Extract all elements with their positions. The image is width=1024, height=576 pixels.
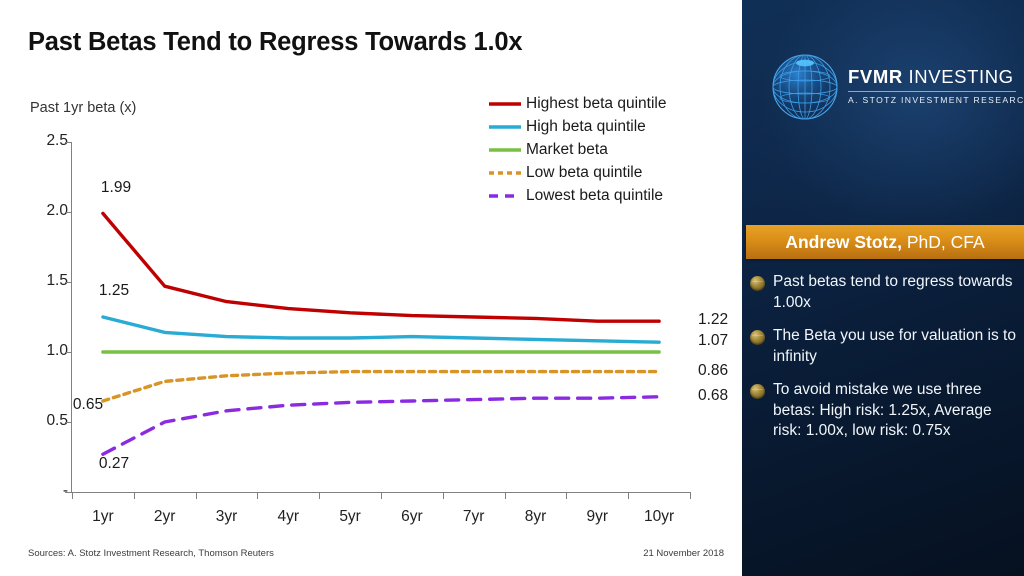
bullet-item: Past betas tend to regress towards 1.00x xyxy=(750,272,1018,313)
legend-label-4: Lowest beta quintile xyxy=(526,186,664,204)
legend-swatch-4 xyxy=(488,189,522,203)
y-axis-line xyxy=(71,142,72,493)
presenter-name-bar: Andrew Stotz, PhD, CFA xyxy=(746,225,1024,259)
brand-divider xyxy=(848,91,1016,92)
series-end-label-0: 1.22 xyxy=(698,311,729,329)
presenter-name-bold: Andrew Stotz, xyxy=(785,231,902,252)
legend-item-1[interactable]: High beta quintile xyxy=(488,115,738,138)
x-tick-label: 9yr xyxy=(586,508,609,525)
x-tick-mark xyxy=(566,492,568,499)
x-tick-mark xyxy=(690,492,691,499)
series-start-label-0: 1.99 xyxy=(100,179,132,197)
series-start-label-3: 0.65 xyxy=(72,396,104,413)
legend-item-3[interactable]: Low beta quintile xyxy=(488,161,738,184)
y-tick-label: - xyxy=(62,482,68,499)
x-tick-label: 1yr xyxy=(92,508,114,525)
legend-label-3: Low beta quintile xyxy=(526,163,643,181)
series-start-label-4: 0.27 xyxy=(98,455,130,473)
globe-wireframe-icon xyxy=(772,54,838,120)
sidebar: FVMR INVESTING A. STOTZ INVESTMENT RESEA… xyxy=(742,0,1024,576)
bullet-list: Past betas tend to regress towards 1.00x… xyxy=(750,272,1018,455)
legend-label-0: Highest beta quintile xyxy=(526,94,667,112)
series-end-label-3: 0.86 xyxy=(698,361,729,379)
legend-item-0[interactable]: Highest beta quintile xyxy=(488,92,738,115)
presenter-name-light: PhD, CFA xyxy=(902,231,985,252)
series-line-3 xyxy=(101,369,661,403)
x-tick-mark xyxy=(381,492,382,499)
brand-text: FVMR INVESTING A. STOTZ INVESTMENT RESEA… xyxy=(848,66,1024,105)
x-tick-label: 4yr xyxy=(277,508,300,525)
y-tick-label: 1.5 xyxy=(46,272,68,289)
series-start-label-1: 1.25 xyxy=(98,282,130,299)
y-tick-label: 0.5 xyxy=(46,412,68,429)
legend-label-1: High beta quintile xyxy=(526,117,646,135)
brand-block: FVMR INVESTING A. STOTZ INVESTMENT RESEA… xyxy=(742,36,1024,146)
bullet-text: Past betas tend to regress towards 1.00x xyxy=(773,273,1013,311)
x-tick-label: 5yr xyxy=(339,508,361,525)
x-tick-mark xyxy=(628,492,630,499)
bullet-marker-icon xyxy=(750,384,765,399)
series-end-label-1: 1.07 xyxy=(698,332,729,350)
legend-swatch-3 xyxy=(488,166,522,180)
bullet-text: To avoid mistake we use three betas: Hig… xyxy=(773,381,992,439)
legend-item-2[interactable]: Market beta xyxy=(488,138,738,161)
x-tick-label: 2yr xyxy=(153,508,176,525)
chart-pane: Past Betas Tend to Regress Towards 1.0x … xyxy=(12,0,738,576)
legend-swatch-2 xyxy=(488,143,522,157)
y-tick-label: 2.0 xyxy=(46,202,68,219)
y-tick-mark xyxy=(65,492,72,493)
brand-name: FVMR INVESTING xyxy=(848,66,1020,88)
sources-note: Sources: A. Stotz Investment Research, T… xyxy=(28,548,274,559)
slide-date: 21 November 2018 xyxy=(643,548,724,559)
x-tick-label: 6yr xyxy=(401,508,423,525)
y-axis-labels: 2.5 2.0 1.5 1.0 0.5 - xyxy=(12,0,68,576)
y-tick-mark xyxy=(65,352,72,353)
y-tick-label: 2.5 xyxy=(46,132,68,149)
brand-name-light: INVESTING xyxy=(902,66,1014,87)
legend-item-4[interactable]: Lowest beta quintile xyxy=(488,184,738,207)
series-line-1 xyxy=(101,315,661,344)
x-tick-mark xyxy=(442,492,444,499)
x-tick-label: 7yr xyxy=(462,508,485,525)
legend-swatch-0 xyxy=(488,97,522,111)
y-tick-mark xyxy=(65,282,72,283)
series-line-4 xyxy=(101,395,661,456)
y-tick-mark xyxy=(65,142,72,143)
chart-legend: Highest beta quintile High beta quintile M… xyxy=(488,92,738,207)
y-tick-label: 1.0 xyxy=(46,342,68,359)
x-tick-mark xyxy=(195,492,197,499)
series-line-0 xyxy=(101,211,661,323)
series-end-label-4: 0.68 xyxy=(698,386,729,404)
legend-swatch-1 xyxy=(488,120,522,134)
presenter-name: Andrew Stotz, PhD, CFA xyxy=(785,232,984,253)
x-tick-mark xyxy=(133,492,135,499)
bullet-marker-icon xyxy=(750,276,765,291)
x-tick-mark xyxy=(257,492,259,499)
y-axis-title: Past 1yr beta (x) xyxy=(30,100,137,116)
page-title: Past Betas Tend to Regress Towards 1.0x xyxy=(28,28,523,56)
y-tick-mark xyxy=(65,422,72,423)
x-tick-label: 3yr xyxy=(215,508,238,525)
brand-name-bold: FVMR xyxy=(848,66,903,87)
brand-tagline: A. STOTZ INVESTMENT RESEARCH xyxy=(848,95,1024,105)
x-tick-mark xyxy=(72,492,73,499)
x-tick-mark xyxy=(319,492,321,499)
y-tick-mark xyxy=(65,212,72,213)
x-tick-mark xyxy=(504,492,506,499)
x-tick-label: 8yr xyxy=(524,508,547,525)
bullet-text: The Beta you use for valuation is to inf… xyxy=(773,327,1016,365)
bullet-item: To avoid mistake we use three betas: Hig… xyxy=(750,380,1018,442)
bullet-item: The Beta you use for valuation is to inf… xyxy=(750,326,1018,367)
legend-label-2: Market beta xyxy=(526,140,608,158)
x-tick-label: 10yr xyxy=(644,508,675,525)
bullet-marker-icon xyxy=(750,330,765,345)
